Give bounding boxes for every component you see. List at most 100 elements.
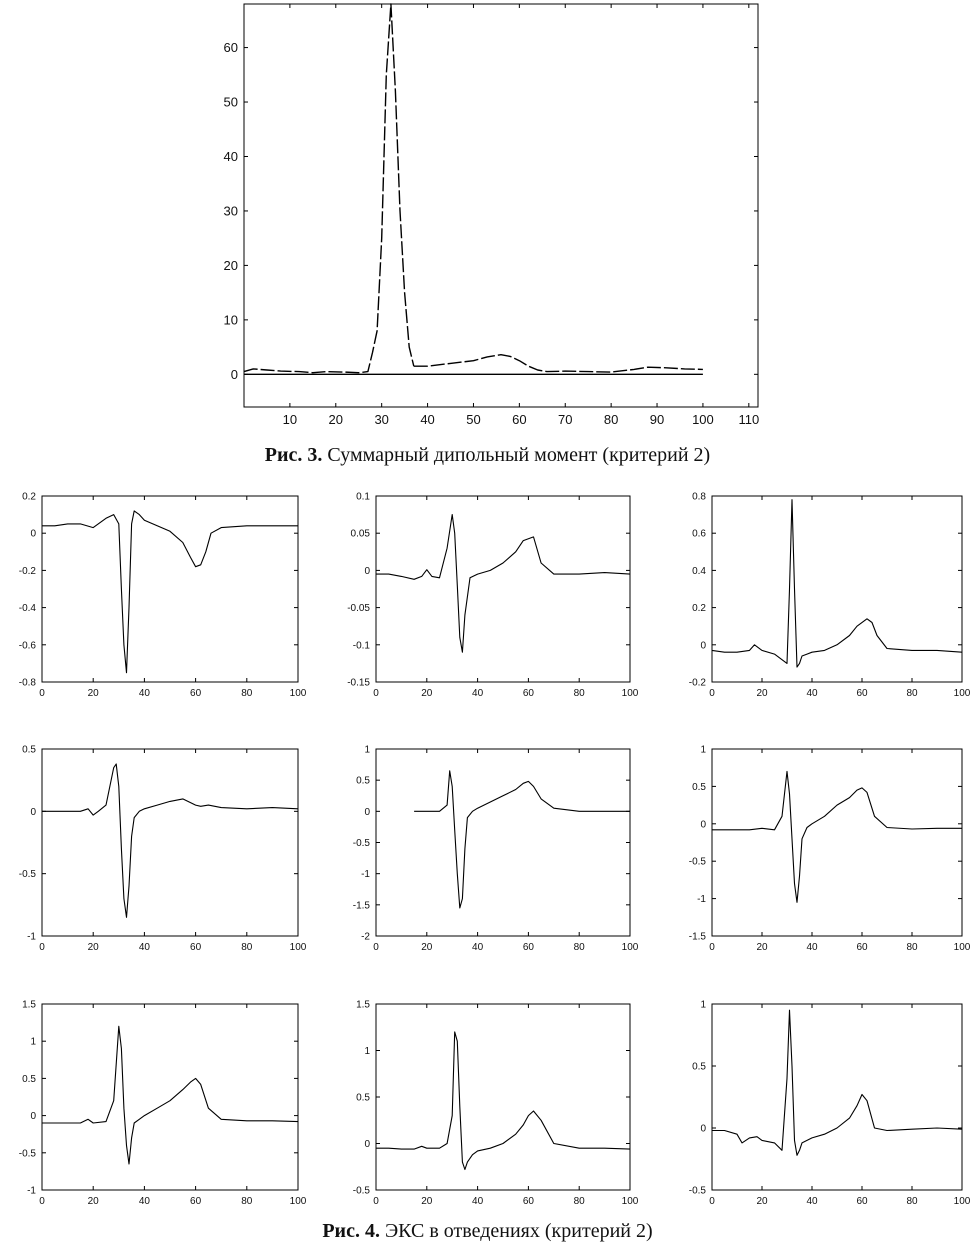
plot-p5: 0 20 40 60 80 100 1 0.5 0 -0.5 -1 -1.5 -2: [353, 745, 639, 954]
x-tick-label: 20: [421, 688, 433, 699]
figure4-caption: Рис. 4. ЭКС в отведениях (критерий 2): [0, 1220, 975, 1243]
y-tick-label: 0.5: [692, 1062, 706, 1073]
series-line-0: [42, 763, 299, 918]
x-tick-label: 80: [906, 942, 918, 953]
plot-frame: [711, 1003, 963, 1191]
y-tick-label: -1: [27, 932, 36, 943]
plot-p1: 0 20 40 60 80 100 0.2 0 -0.2 -0.4 -0.6 -0.8: [19, 492, 307, 700]
y-tick-label: 0: [364, 807, 370, 818]
x-tick-label: 60: [512, 412, 526, 427]
y-tick-label: 0.2: [22, 492, 36, 503]
x-tick-label: 100: [290, 688, 307, 699]
y-tick-label: -2: [361, 932, 370, 943]
y-tick-label: 0: [700, 640, 706, 651]
x-tick-label: 80: [906, 688, 918, 699]
y-tick-label: 1.5: [356, 1000, 370, 1011]
x-tick-label: 50: [466, 412, 480, 427]
y-tick-label: 1: [364, 745, 370, 756]
plot-frame: [711, 748, 963, 937]
plot-frame: [711, 495, 963, 683]
y-tick-label: 1: [364, 1046, 370, 1057]
y-tick-label: -0.1: [353, 640, 371, 651]
y-tick-label: -1: [27, 1186, 36, 1197]
x-tick-label: 0: [373, 688, 379, 699]
y-tick-label: 0.5: [22, 745, 36, 756]
y-tick-label: -0.5: [19, 869, 37, 880]
x-tick-label: 40: [472, 942, 484, 953]
y-tick-label: -1.5: [353, 900, 371, 911]
x-tick-label: 10: [283, 412, 297, 427]
y-tick-label: 0: [231, 367, 238, 382]
x-tick-label: 20: [88, 1196, 100, 1207]
plot-frame: [41, 1003, 299, 1191]
y-tick-label: -0.2: [689, 678, 707, 689]
x-tick-label: 40: [472, 1196, 484, 1207]
x-tick-label: 0: [373, 942, 379, 953]
y-tick-label: 0.5: [22, 1074, 36, 1085]
y-tick-label: 1: [30, 1037, 36, 1048]
x-tick-label: 0: [39, 688, 45, 699]
y-tick-label: 20: [224, 258, 238, 273]
y-tick-label: -0.6: [19, 640, 37, 651]
y-tick-label: -1: [361, 869, 370, 880]
y-tick-label: 0: [364, 1139, 370, 1150]
figure4-caption-label: Рис. 4.: [322, 1220, 380, 1242]
x-tick-label: 60: [523, 688, 535, 699]
y-tick-label: 1.5: [22, 1000, 36, 1011]
plot-p2: 0 20 40 60 80 100 0.1 0.05 0 -0.05 -0.1 -0.15: [347, 492, 639, 700]
series-line-0: [712, 770, 962, 903]
plot-frame: [243, 3, 759, 408]
x-tick-label: 20: [88, 688, 100, 699]
x-tick-label: 40: [139, 942, 151, 953]
plot-frame: [41, 748, 299, 937]
x-tick-label: 80: [241, 942, 253, 953]
x-tick-label: 80: [574, 1196, 586, 1207]
x-tick-label: 40: [139, 688, 151, 699]
plot-p7: 0 20 40 60 80 100 1.5 1 0.5 0 -0.5 -1: [19, 1000, 307, 1208]
x-tick-label: 20: [421, 942, 433, 953]
x-tick-label: 100: [622, 942, 639, 953]
x-tick-label: 40: [472, 688, 484, 699]
y-tick-label: 1: [700, 745, 706, 756]
series-line-0: [711, 499, 963, 668]
x-tick-label: 60: [856, 1196, 868, 1207]
x-tick-label: 20: [756, 688, 768, 699]
series-line-0: [243, 3, 415, 374]
x-tick-label: 60: [856, 942, 868, 953]
x-tick-label: 110: [738, 412, 759, 427]
x-tick-label: 60: [523, 1196, 535, 1207]
x-tick-label: 100: [692, 412, 714, 427]
x-tick-label: 60: [523, 942, 535, 953]
x-tick-label: 20: [421, 1196, 433, 1207]
y-tick-label: 0: [700, 819, 706, 830]
y-tick-label: -0.05: [347, 603, 370, 614]
x-tick-label: 40: [806, 942, 818, 953]
series-line-1: [413, 354, 703, 373]
y-tick-label: 0: [30, 1111, 36, 1122]
y-tick-label: 50: [224, 95, 238, 110]
x-tick-label: 40: [420, 412, 434, 427]
x-tick-label: 0: [39, 1196, 45, 1207]
x-tick-label: 0: [709, 688, 715, 699]
series-line-0: [42, 1025, 299, 1165]
plot-frame: [375, 1003, 631, 1191]
x-tick-label: 0: [709, 942, 715, 953]
y-tick-label: 0.5: [356, 776, 370, 787]
y-tick-label: 0.6: [692, 529, 706, 540]
x-tick-label: 80: [574, 942, 586, 953]
y-tick-label: 1: [700, 1000, 706, 1011]
x-tick-label: 20: [756, 1196, 768, 1207]
x-tick-label: 80: [241, 1196, 253, 1207]
y-tick-label: -1.5: [689, 932, 707, 943]
x-tick-label: 100: [290, 942, 307, 953]
plot-frame: [375, 748, 631, 937]
y-tick-label: 0.1: [356, 492, 370, 503]
y-tick-label: 60: [224, 40, 238, 55]
x-tick-label: 30: [374, 412, 388, 427]
y-tick-label: -1: [697, 894, 706, 905]
y-tick-label: 0.2: [692, 603, 706, 614]
y-tick-label: 0.4: [692, 566, 706, 577]
figure3-caption-label: Рис. 3.: [264, 444, 323, 466]
